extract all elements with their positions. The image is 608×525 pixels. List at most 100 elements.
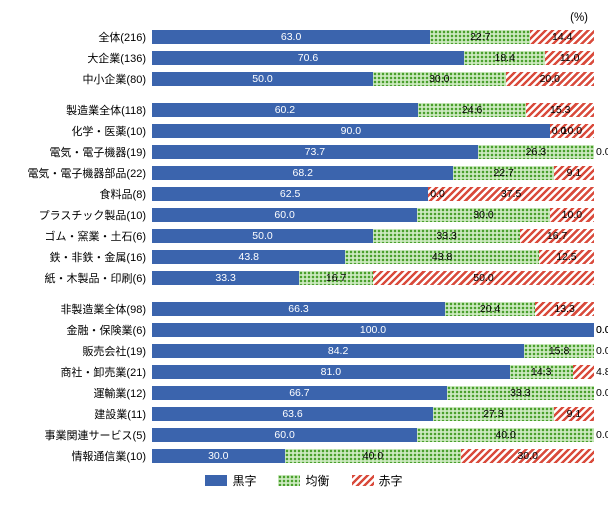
bar: 50.033.3 16.7: [152, 229, 594, 243]
legend-label: 赤字: [379, 472, 403, 489]
bar-value: 9.1: [567, 167, 582, 179]
legend-item-blue: 黒字: [205, 472, 256, 489]
bar-value: 10.0: [562, 125, 582, 137]
bar-segment-green: 26.3: [478, 145, 594, 159]
bar-segment-green: 15.8: [524, 344, 594, 358]
bar-value: 81.0: [321, 366, 341, 378]
bar: 84.215.80.0: [152, 344, 594, 358]
bar-value: 20.0: [540, 73, 560, 85]
row-label: 金融・保険業(6): [14, 322, 152, 338]
row-label: 非製造業全体(98): [14, 301, 152, 317]
bar-segment-green: 27.3: [433, 407, 554, 421]
bar-value: 16.7: [326, 272, 346, 284]
bar-value: 68.2: [293, 167, 313, 179]
bar-segment-blue: 84.2: [152, 344, 524, 358]
row-label: 製造業全体(118): [14, 102, 152, 118]
chart-row: 事業関連サービス(5)60.040.00.0: [14, 424, 594, 445]
bar-value: 43.8: [238, 251, 258, 263]
bar-segment-blue: 60.2: [152, 103, 418, 117]
row-label: 運輸業(12): [14, 385, 152, 401]
chart-group: 全体(216)63.022.714.4大企業(136)70.618.411.0中…: [14, 26, 594, 89]
legend-item-green: 均衡: [278, 472, 329, 489]
bar-segment-blue: 30.0: [152, 449, 285, 463]
bar-segment-green: 30.0: [373, 72, 506, 86]
row-label: 建設業(11): [14, 406, 152, 422]
bar-value: 0.0: [594, 387, 608, 399]
bar: 60.2 24.6 15.3: [152, 103, 594, 117]
chart-row: 大企業(136)70.618.411.0: [14, 47, 594, 68]
bar-segment-green: 14.3: [510, 365, 573, 379]
bar-segment-blue: 50.0: [152, 229, 373, 243]
bar-value: 18.4: [494, 52, 514, 64]
bar-segment-green: 22.7: [430, 30, 530, 44]
row-label: 電気・電子機器(19): [14, 144, 152, 160]
row-label: 情報通信業(10): [14, 448, 152, 464]
bar-segment-blue: 66.3: [152, 302, 445, 316]
bar-value: 16.7: [547, 230, 567, 242]
bar-value: 37.5: [501, 188, 521, 200]
bar-segment-red: 12.5: [539, 250, 594, 264]
bar-segment-green: 18.4: [464, 51, 545, 65]
row-label: 中小企業(80): [14, 71, 152, 87]
bar-segment-red: 30.0: [461, 449, 594, 463]
chart-row: 紙・木製品・印刷(6)33.316.750.0: [14, 267, 594, 288]
chart-row: 電気・電子機器部品(22)68.222.79.1: [14, 162, 594, 183]
bar-value: 20.4: [480, 303, 500, 315]
bar-segment-red: 14.4: [530, 30, 594, 44]
bar: 66.733.30.0: [152, 386, 594, 400]
chart-row: 製造業全体(118) 60.2 24.6 15.3: [14, 99, 594, 120]
bar-segment-blue: 81.0: [152, 365, 510, 379]
chart-row: プラスチック製品(10)60.030.010.0: [14, 204, 594, 225]
bar-value: 60.2: [275, 104, 295, 116]
bar-segment-red: 9.1: [554, 166, 594, 180]
bar-value: 30.0: [429, 73, 449, 85]
bar-value: 24.6: [462, 104, 482, 116]
legend-swatch-green: [278, 475, 300, 486]
chart-row: 販売会社(19)84.215.80.0: [14, 340, 594, 361]
bar-segment-blue: 66.7: [152, 386, 447, 400]
bar-segment-red: 15.3: [526, 103, 594, 117]
bar-segment-red: 13.3: [535, 302, 594, 316]
bar-value: 0.0: [428, 188, 445, 200]
chart-row: 食料品(8)62.50.037.5: [14, 183, 594, 204]
bar-value: 63.0: [281, 31, 301, 43]
row-label: 事業関連サービス(5): [14, 427, 152, 443]
bar: 70.618.411.0: [152, 51, 594, 65]
row-label: 販売会社(19): [14, 343, 152, 359]
bar-value: 0.0: [594, 324, 608, 336]
bar: 50.030.020.0: [152, 72, 594, 86]
bar-value: 66.3: [288, 303, 308, 315]
row-label: 大企業(136): [14, 50, 152, 66]
bar-segment-red: 11.0: [545, 51, 594, 65]
legend-swatch-blue: [205, 475, 227, 486]
bar-segment-blue: 63.6: [152, 407, 433, 421]
bar-segment-green: 33.3: [373, 229, 520, 243]
bar: 81.014.34.8: [152, 365, 594, 379]
bar-value: 30.0: [473, 209, 493, 221]
bar-segment-blue: 63.0: [152, 30, 430, 44]
row-label: 電気・電子機器部品(22): [14, 165, 152, 181]
bar-value: 73.7: [305, 146, 325, 158]
bar-value: 60.0: [274, 209, 294, 221]
bar: 30.040.030.0: [152, 449, 594, 463]
bar-value: 33.3: [510, 387, 530, 399]
chart-row: 非製造業全体(98) 66.3 20.4 13.3: [14, 298, 594, 319]
row-label: 化学・医薬(10): [14, 123, 152, 139]
row-label: 全体(216): [14, 29, 152, 45]
bar-value: 84.2: [328, 345, 348, 357]
bar-value: 50.0: [473, 272, 493, 284]
bar: 60.040.00.0: [152, 428, 594, 442]
bar-segment-blue: 68.2: [152, 166, 453, 180]
bar-value: 33.3: [215, 272, 235, 284]
bar-value: 30.0: [208, 450, 228, 462]
bar-segment-blue: 33.3: [152, 271, 299, 285]
bar-value: 14.3: [531, 366, 551, 378]
bar: 63.627.39.1: [152, 407, 594, 421]
legend: 黒字 均衡 赤字: [14, 472, 594, 489]
bar-segment-blue: 90.0: [152, 124, 550, 138]
bar-value: 22.7: [470, 31, 490, 43]
chart-group: 製造業全体(118) 60.2 24.6 15.3 化学・医薬(10)90.0 0.0 10…: [14, 99, 594, 288]
chart-row: 情報通信業(10)30.040.030.0: [14, 445, 594, 466]
bar-value: 30.0: [517, 450, 537, 462]
stacked-bar-chart: (%) 全体(216)63.022.714.4大企業(136)70.618.41…: [14, 12, 594, 489]
